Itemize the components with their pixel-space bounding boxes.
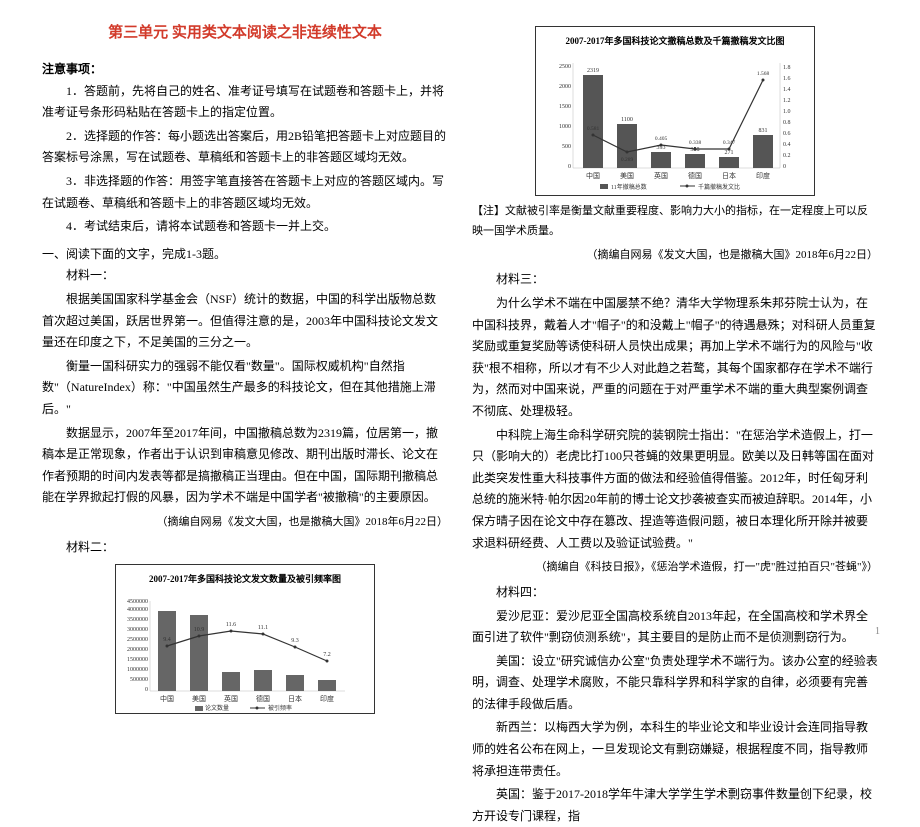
right-column: 2007-2017年多国科技论文撤稿总数及千篇撤稿发文比图 0 500 1000 1…	[460, 20, 890, 631]
svg-text:7.2: 7.2	[323, 652, 331, 658]
svg-text:2500: 2500	[559, 64, 571, 70]
svg-text:1.0: 1.0	[783, 109, 791, 115]
svg-text:11.6: 11.6	[226, 622, 236, 628]
svg-text:日本: 日本	[722, 171, 736, 180]
question-heading: 一、阅读下面的文字，完成1-3题。	[42, 244, 448, 266]
svg-text:印度: 印度	[756, 171, 770, 180]
notice-4: 4．考试结束后，请将本试题卷和答题卡一并上交。	[42, 216, 448, 238]
svg-text:3000000: 3000000	[127, 627, 148, 633]
svg-text:0.581: 0.581	[587, 126, 600, 132]
mat1-p1: 根据美国国家科学基金会（NSF）统计的数据，中国的科学出版物总数首次超过美国，跃…	[42, 289, 448, 354]
svg-text:1000: 1000	[559, 124, 571, 130]
material1-head: 材料一：	[42, 265, 448, 287]
material3-head: 材料三：	[472, 269, 878, 291]
svg-text:论文数量: 论文数量	[205, 704, 229, 711]
svg-text:1500000: 1500000	[127, 657, 148, 663]
svg-text:4000000: 4000000	[127, 607, 148, 613]
chart-2: 2007-2017年多国科技论文撤稿总数及千篇撤稿发文比图 0 500 1000 1…	[535, 26, 815, 196]
svg-text:0.6: 0.6	[783, 131, 791, 137]
mat3-p2: 中科院上海生命科学研究院的装钢院士指出："在惩治学术造假上，打一只（影响大的）老…	[472, 425, 878, 555]
doc-title: 第三单元 实用类文本阅读之非连续性文本	[42, 20, 448, 47]
svg-text:英国: 英国	[224, 694, 238, 703]
source-3: （摘编自《科技日报》，《惩治学术造假，打一"虎"胜过拍百只"苍蝇"》）	[472, 558, 878, 578]
svg-text:11.1: 11.1	[258, 625, 268, 631]
svg-text:德国: 德国	[688, 171, 702, 180]
svg-text:4500000: 4500000	[127, 599, 148, 605]
svg-text:中国: 中国	[586, 171, 600, 180]
svg-text:德国: 德国	[256, 694, 270, 703]
svg-text:500: 500	[562, 144, 571, 150]
svg-text:10.9: 10.9	[194, 627, 205, 633]
svg-text:0.338: 0.338	[689, 140, 702, 146]
svg-text:0: 0	[145, 687, 148, 693]
chart2-note: 【注】文献被引率是衡量文献重要程度、影响力大小的指标，在一定程度上可以反映一国学…	[472, 202, 878, 242]
mat3-p1: 为什么学术不端在中国屡禁不绝？清华大学物理系朱邦芬院士认为，在中国科技界，戴着人…	[472, 293, 878, 423]
chart-1: 2007-2017年多国科技论文发文数量及被引频率图 0 500000 1000…	[115, 564, 375, 714]
svg-text:1.2: 1.2	[783, 98, 791, 104]
svg-text:0.405: 0.405	[655, 136, 668, 142]
svg-text:2000000: 2000000	[127, 647, 148, 653]
svg-text:1.568: 1.568	[757, 71, 770, 77]
svg-text:500000: 500000	[130, 677, 148, 683]
chart2-title: 2007-2017年多国科技论文撤稿总数及千篇撤稿发文比图	[542, 33, 808, 49]
svg-text:美国: 美国	[192, 694, 206, 703]
svg-text:1.4: 1.4	[783, 87, 791, 93]
chart1-svg: 0 500000 1000000 1500000 2000000 2500000…	[125, 591, 365, 711]
svg-text:0.289: 0.289	[621, 157, 634, 163]
notice-1: 1．答题前，先将自己的姓名、准考证号填写在试题卷和答题卡上，并将准考证号条形码粘…	[42, 81, 448, 124]
svg-text:0.8: 0.8	[783, 120, 791, 126]
mat4-p4: 英国：鉴于2017-2018学年牛津大学学生学术剽窃事件数量创下纪录，校方开设专…	[472, 784, 878, 827]
mat4-p3: 新西兰：以梅西大学为例，本科生的毕业论文和毕业设计会连同指导教师的姓名公布在网上…	[472, 717, 878, 782]
chart1-title: 2007-2017年多国科技论文发文数量及被引频率图	[122, 571, 368, 587]
material2-head: 材料二：	[42, 537, 448, 559]
svg-text:1000000: 1000000	[127, 667, 148, 673]
svg-text:9.3: 9.3	[291, 638, 299, 644]
svg-text:831: 831	[759, 128, 768, 134]
svg-text:0.4: 0.4	[783, 142, 791, 148]
notice-2: 2．选择题的作答：每小题选出答案后，用2B铅笔把答题卡上对应题目的答案标号涂黑，…	[42, 126, 448, 169]
notice-heading: 注意事项：	[42, 59, 448, 81]
mat4-p1: 爱沙尼亚：爱沙尼亚全国高校系统自2013年起，在全国高校和学术界全面引进了软件"…	[472, 606, 878, 649]
svg-text:1.8: 1.8	[783, 65, 791, 71]
notice-3: 3．非选择题的作答：用签字笔直接答在答题卡上对应的答题区域内。写在试题卷、草稿纸…	[42, 171, 448, 214]
svg-text:日本: 日本	[288, 694, 302, 703]
svg-text:千篇撤稿发文比: 千篇撤稿发文比	[698, 183, 740, 191]
svg-text:中国: 中国	[160, 694, 174, 703]
svg-text:2319: 2319	[587, 68, 599, 74]
svg-text:0: 0	[568, 164, 571, 170]
svg-text:9.4: 9.4	[163, 637, 171, 643]
mat4-p2: 美国：设立"研究诚信办公室"负责处理学术不端行为。该办公室的经验表明，调查、处理…	[472, 651, 878, 716]
svg-text:2500000: 2500000	[127, 637, 148, 643]
mat1-p3: 数据显示，2007年至2017年间，中国撤稿总数为2319篇，位居第一，撤稿本是…	[42, 423, 448, 509]
svg-text:1500: 1500	[559, 104, 571, 110]
svg-text:1100: 1100	[621, 117, 633, 123]
svg-text:3500000: 3500000	[127, 617, 148, 623]
svg-text:美国: 美国	[620, 171, 634, 180]
page-number: 1	[875, 623, 880, 641]
svg-text:271: 271	[725, 150, 734, 156]
chart2-svg: 05001000 150020002500 00.20.4 0.60.81.0 …	[545, 53, 805, 193]
svg-text:2000: 2000	[559, 84, 571, 90]
svg-text:0: 0	[783, 164, 786, 170]
svg-text:被引频率: 被引频率	[268, 704, 292, 711]
material4-head: 材料四：	[472, 582, 878, 604]
mat1-p2: 衡量一国科研实力的强弱不能仅看"数量"。国际权威机构"自然指数"（NatureI…	[42, 356, 448, 421]
svg-text:印度: 印度	[320, 694, 334, 703]
svg-text:11年撤稿总数: 11年撤稿总数	[611, 183, 647, 191]
svg-text:1.6: 1.6	[783, 76, 791, 82]
source-1: （摘编自网易《发文大国，也是撤稿大国》2018年6月22日）	[42, 513, 448, 533]
svg-text:0.347: 0.347	[723, 140, 736, 146]
left-column: 第三单元 实用类文本阅读之非连续性文本 注意事项： 1．答题前，先将自己的姓名、…	[30, 20, 460, 631]
source-2: （摘编自网易《发文大国，也是撤稿大国》2018年6月22日）	[472, 246, 878, 266]
svg-text:0.2: 0.2	[783, 153, 791, 159]
svg-text:英国: 英国	[654, 171, 668, 180]
